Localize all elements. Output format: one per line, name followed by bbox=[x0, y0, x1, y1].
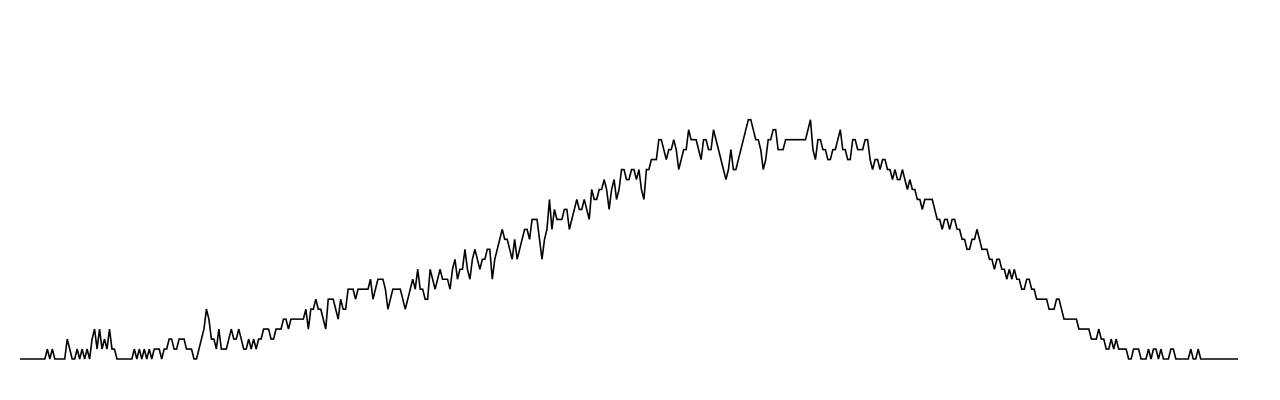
series-line bbox=[20, 118, 1238, 360]
plot-area bbox=[20, 118, 1238, 360]
